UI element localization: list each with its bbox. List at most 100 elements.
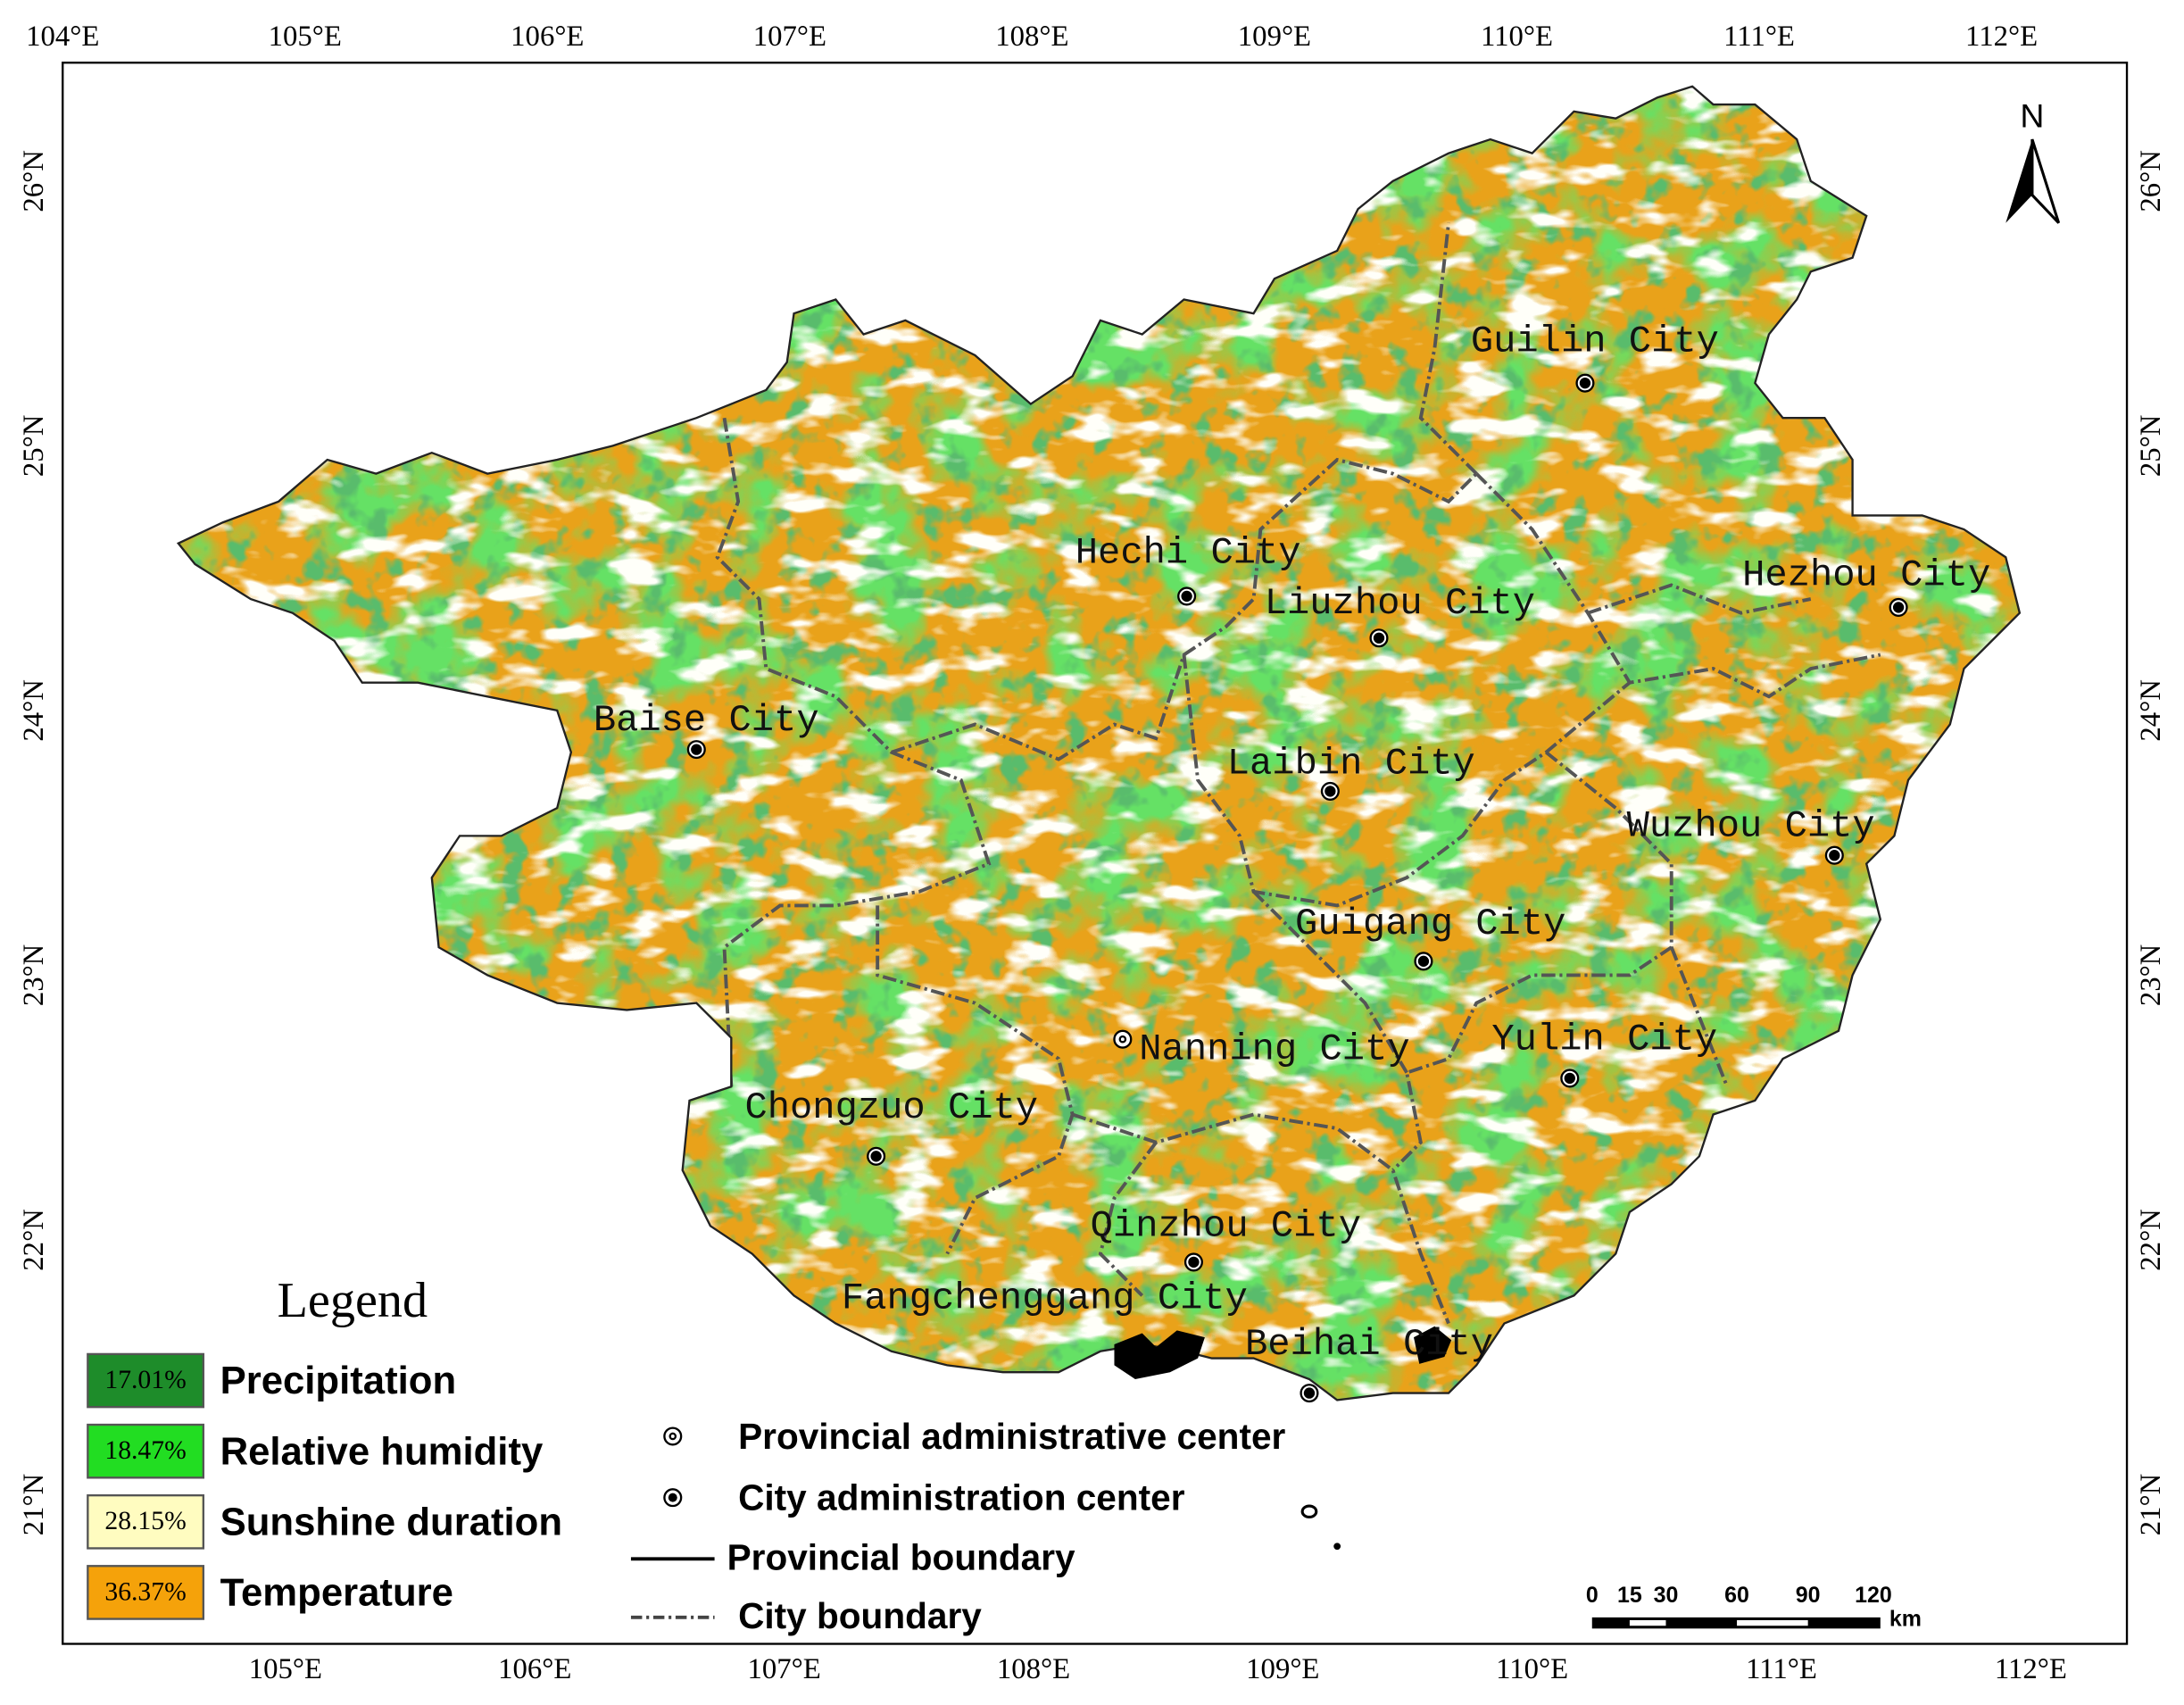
city-marker-dot	[1564, 1072, 1575, 1085]
symbol-provincial	[663, 1426, 683, 1446]
scale-tick-label: 60	[1724, 1583, 1749, 1608]
city-label: Guigang City	[1295, 902, 1565, 945]
city-label: Fangchenggang City	[842, 1277, 1248, 1320]
latitude-label-right: 21°N	[2135, 1474, 2167, 1536]
legend-share: 36.37%	[104, 1577, 186, 1606]
city-marker-dot	[1373, 632, 1385, 644]
longitude-label-top: 106°E	[511, 21, 584, 53]
latitude-label-right: 25°N	[2135, 415, 2167, 478]
latitude-label-right: 22°N	[2135, 1209, 2167, 1271]
longitude-label-top: 107°E	[753, 21, 826, 53]
map-body: N Legend 17.01% Precipitation 18.47% Relati…	[18, 21, 2167, 1685]
legend-share: 17.01%	[104, 1366, 186, 1394]
scale-tick-label: 120	[1855, 1583, 1892, 1608]
city-label: Qinzhou City	[1091, 1204, 1361, 1247]
symbol-legend: Provincial administrative center City adm…	[630, 1416, 1286, 1636]
scale-unit: km	[1889, 1607, 1922, 1632]
scale-tick-label: 30	[1654, 1583, 1679, 1608]
longitude-label-bottom: 105°E	[249, 1653, 322, 1685]
city-marker-dot	[870, 1151, 882, 1162]
city-label: Hezhou City	[1742, 554, 1990, 597]
scale-bar-segment	[1737, 1619, 1808, 1626]
city-marker-dot	[1417, 955, 1430, 967]
longitude-label-bottom: 109°E	[1246, 1653, 1319, 1685]
north-label: N	[2020, 97, 2044, 135]
latitude-label-left: 21°N	[18, 1474, 50, 1536]
legend-label: Precipitation	[220, 1359, 457, 1402]
city-label: Baise City	[594, 699, 819, 742]
city-marker-dot	[1325, 786, 1336, 797]
latitude-label-right: 24°N	[2135, 679, 2167, 742]
longitude-label-top: 105°E	[269, 21, 342, 53]
longitude-label-bottom: 110°E	[1496, 1653, 1568, 1685]
city-label: Yulin City	[1491, 1018, 1717, 1060]
city-label: Nanning City	[1139, 1027, 1409, 1070]
coastal-islands	[1114, 1326, 1452, 1551]
longitude-label-top: 111°E	[1723, 21, 1795, 53]
city-marker	[1113, 1029, 1133, 1049]
city-label: Wuzhou City	[1627, 805, 1875, 848]
scale-bar-segment	[1629, 1619, 1666, 1626]
city-marker-dot	[1829, 850, 1840, 861]
city-marker-dot	[1892, 602, 1905, 613]
north-arrow: N	[2005, 97, 2061, 224]
symbol-label: Provincial boundary	[727, 1537, 1075, 1578]
latitude-label-left: 26°N	[18, 150, 50, 212]
longitude-label-bottom: 111°E	[1746, 1653, 1817, 1685]
legend-swatch	[87, 1352, 205, 1409]
city-label: Beihai City	[1245, 1323, 1493, 1366]
provincial-boundary	[176, 85, 2022, 1401]
raster	[178, 86, 2020, 1401]
city-marker-dot	[1118, 1035, 1127, 1044]
symbol-label: Provincial administrative center	[738, 1416, 1285, 1457]
longitude-label-bottom: 112°E	[1995, 1653, 2067, 1685]
longitude-label-top: 109°E	[1238, 21, 1311, 53]
city-boundaries	[715, 222, 1881, 1325]
symbol-city-inner	[668, 1493, 677, 1502]
map-frame	[62, 62, 2129, 1645]
legend-title: Legend	[278, 1273, 428, 1328]
city-label: Hechi City	[1075, 532, 1301, 575]
legend: Legend 17.01% Precipitation 18.47% Relative…	[87, 1273, 562, 1620]
legend-swatch	[87, 1565, 205, 1620]
legend-label: Sunshine duration	[220, 1500, 562, 1543]
city-label: Guilin City	[1471, 320, 1719, 362]
longitude-label-bottom: 106°E	[498, 1653, 571, 1685]
latitude-label-left: 22°N	[18, 1209, 50, 1271]
city-label: Liuzhou City	[1265, 582, 1535, 625]
latitude-label-left: 23°N	[18, 944, 50, 1007]
symbol-label: City administration center	[738, 1476, 1185, 1518]
legend-label: Relative humidity	[220, 1429, 544, 1473]
city-marker-dot	[691, 744, 702, 755]
latitude-label-left: 25°N	[18, 415, 50, 478]
symbol-provincial-inner	[668, 1432, 677, 1441]
scale-tick-label: 90	[1796, 1583, 1821, 1608]
scale-tick-label: 15	[1617, 1583, 1642, 1608]
latitude-label-right: 23°N	[2135, 944, 2167, 1007]
city-label: Chongzuo City	[744, 1086, 1038, 1129]
longitude-label-bottom: 107°E	[747, 1653, 820, 1685]
city-marker-dot	[1579, 378, 1591, 389]
symbol-label: City boundary	[738, 1595, 982, 1636]
legend-swatch	[87, 1423, 205, 1479]
legend-share: 18.47%	[104, 1436, 186, 1465]
city-marker-dot	[1181, 590, 1192, 603]
scale-tick-label: 0	[1586, 1583, 1599, 1608]
longitude-label-top: 104°E	[26, 21, 99, 53]
longitude-label-bottom: 108°E	[997, 1653, 1070, 1685]
city-marker-dot	[1303, 1387, 1316, 1399]
legend-share: 28.15%	[104, 1507, 186, 1535]
longitude-label-top: 112°E	[1965, 21, 2038, 53]
city-marker-dot	[1188, 1256, 1200, 1268]
longitude-label-top: 110°E	[1481, 21, 1553, 53]
latitude-label-right: 26°N	[2135, 150, 2167, 212]
latitude-label-left: 24°N	[18, 679, 50, 742]
city-label: Laibin City	[1227, 742, 1475, 785]
legend-swatch	[87, 1493, 205, 1550]
longitude-label-top: 108°E	[995, 21, 1068, 53]
legend-label: Temperature	[220, 1571, 453, 1615]
raster-white	[178, 86, 2020, 1401]
